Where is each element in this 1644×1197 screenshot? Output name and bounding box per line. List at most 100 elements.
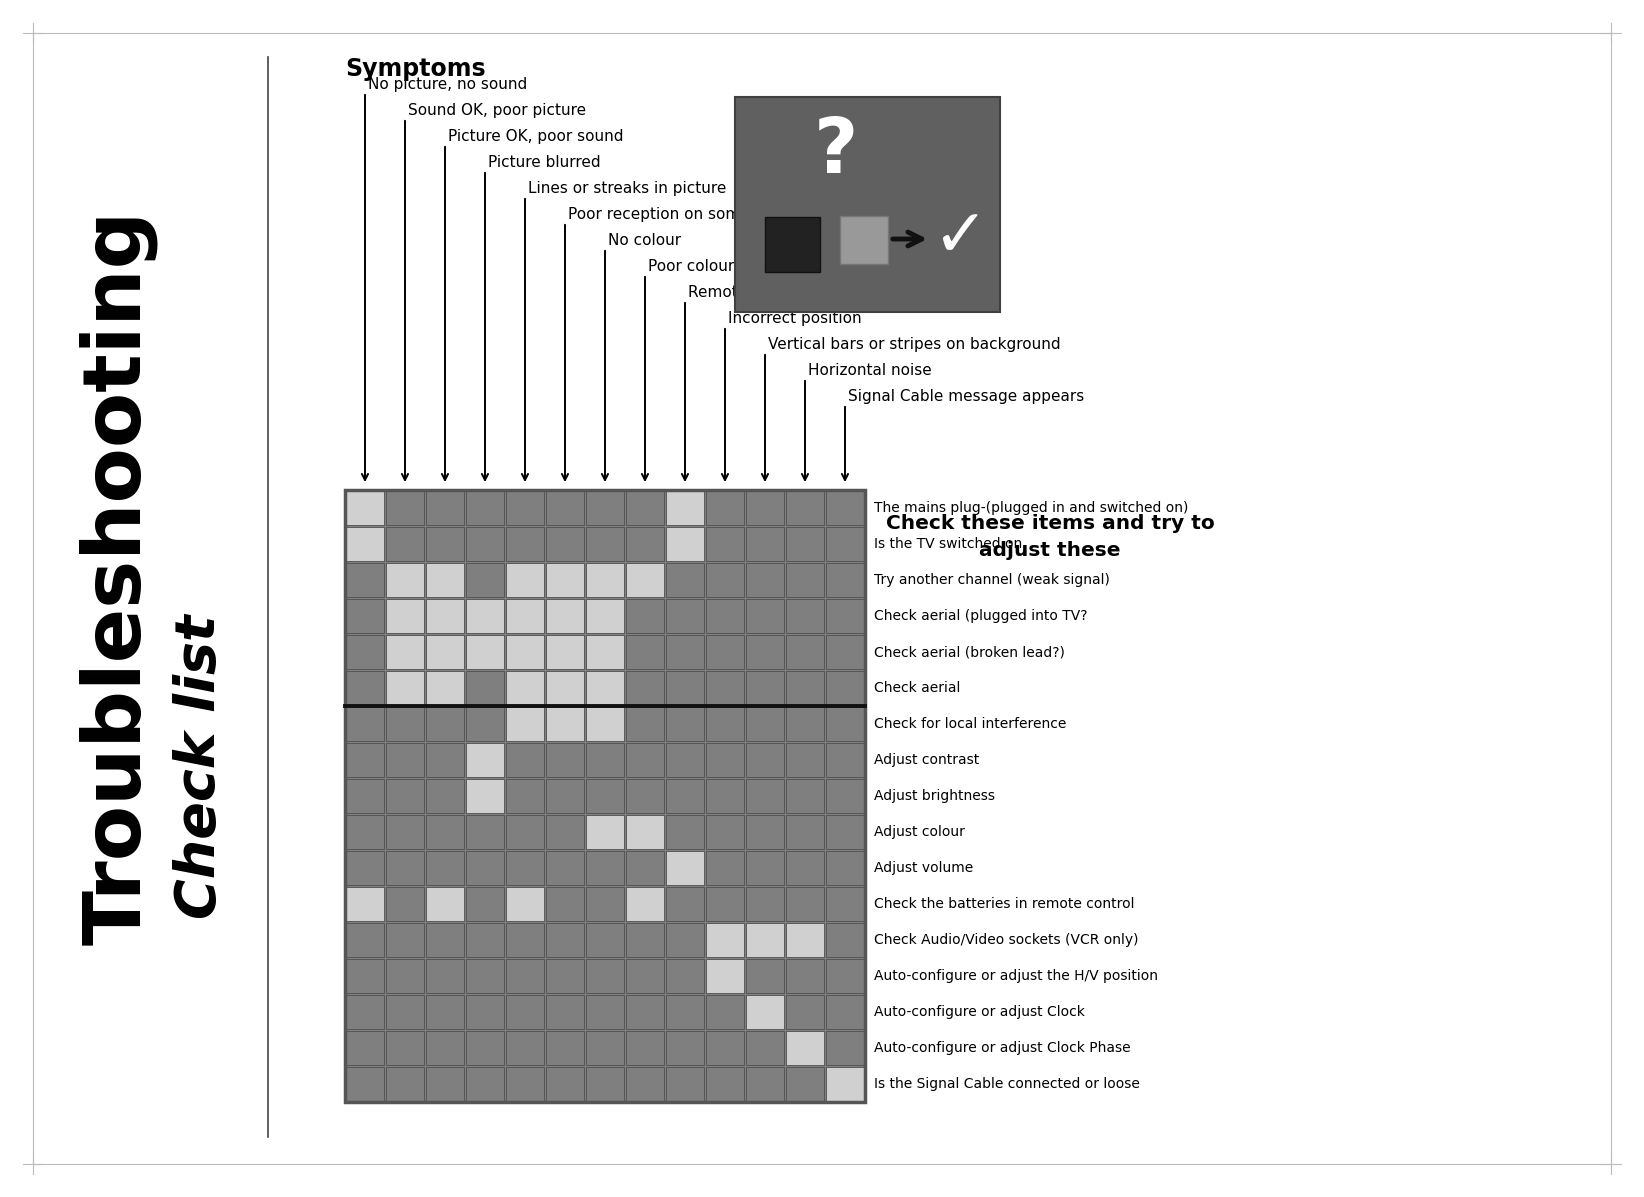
Bar bbox=[666, 1031, 704, 1065]
Bar bbox=[666, 670, 704, 705]
Bar bbox=[786, 743, 824, 777]
Text: Check the batteries in remote control: Check the batteries in remote control bbox=[875, 897, 1134, 911]
Bar bbox=[705, 923, 745, 958]
Bar bbox=[345, 779, 385, 813]
Bar bbox=[506, 815, 544, 849]
Bar bbox=[786, 1067, 824, 1101]
Bar bbox=[666, 959, 704, 994]
Text: Poor reception on some channels: Poor reception on some channels bbox=[567, 207, 824, 221]
Bar bbox=[426, 995, 464, 1029]
Bar bbox=[626, 887, 664, 922]
Bar bbox=[746, 815, 784, 849]
Text: Picture OK, poor sound: Picture OK, poor sound bbox=[449, 129, 623, 144]
Bar bbox=[386, 887, 424, 922]
Bar bbox=[786, 959, 824, 994]
Bar bbox=[705, 743, 745, 777]
Bar bbox=[705, 779, 745, 813]
Bar bbox=[825, 887, 865, 922]
Bar bbox=[426, 851, 464, 886]
Bar bbox=[546, 527, 584, 561]
Bar bbox=[585, 779, 625, 813]
Bar bbox=[746, 634, 784, 669]
Bar bbox=[506, 563, 544, 597]
Bar bbox=[786, 923, 824, 958]
Bar bbox=[825, 670, 865, 705]
Bar bbox=[786, 1031, 824, 1065]
Text: Check for local interference: Check for local interference bbox=[875, 717, 1067, 731]
Bar bbox=[506, 491, 544, 525]
Bar bbox=[345, 490, 865, 1102]
Bar bbox=[626, 851, 664, 886]
Bar bbox=[506, 634, 544, 669]
Bar bbox=[666, 887, 704, 922]
Bar bbox=[825, 923, 865, 958]
Bar bbox=[345, 851, 385, 886]
Text: Check aerial: Check aerial bbox=[875, 681, 960, 695]
Bar bbox=[746, 598, 784, 633]
Bar bbox=[626, 527, 664, 561]
Bar bbox=[786, 779, 824, 813]
Bar bbox=[626, 779, 664, 813]
Bar bbox=[746, 670, 784, 705]
Bar bbox=[666, 1067, 704, 1101]
Bar bbox=[585, 527, 625, 561]
Text: Troubleshooting: Troubleshooting bbox=[79, 209, 158, 944]
Text: Check Audio/Video sockets (VCR only): Check Audio/Video sockets (VCR only) bbox=[875, 932, 1139, 947]
Bar bbox=[546, 598, 584, 633]
Bar bbox=[626, 670, 664, 705]
Bar bbox=[746, 1067, 784, 1101]
Bar bbox=[506, 779, 544, 813]
Bar bbox=[465, 923, 505, 958]
Text: No colour: No colour bbox=[608, 233, 681, 248]
Bar bbox=[746, 851, 784, 886]
Text: Signal Cable message appears: Signal Cable message appears bbox=[848, 389, 1085, 405]
Bar bbox=[585, 995, 625, 1029]
Bar bbox=[746, 995, 784, 1029]
Text: Check list: Check list bbox=[173, 615, 227, 919]
Bar bbox=[386, 779, 424, 813]
Bar bbox=[626, 634, 664, 669]
Bar bbox=[465, 779, 505, 813]
Bar bbox=[626, 815, 664, 849]
Bar bbox=[386, 995, 424, 1029]
Bar bbox=[426, 779, 464, 813]
Bar bbox=[666, 598, 704, 633]
Bar bbox=[825, 851, 865, 886]
Bar bbox=[546, 563, 584, 597]
Bar bbox=[506, 923, 544, 958]
Bar bbox=[345, 959, 385, 994]
Bar bbox=[426, 563, 464, 597]
Text: Incorrect position: Incorrect position bbox=[728, 311, 861, 326]
Bar bbox=[546, 851, 584, 886]
Bar bbox=[386, 563, 424, 597]
Text: Adjust contrast: Adjust contrast bbox=[875, 753, 980, 767]
Bar bbox=[786, 995, 824, 1029]
Bar bbox=[585, 670, 625, 705]
Bar bbox=[746, 887, 784, 922]
Text: Try another channel (weak signal): Try another channel (weak signal) bbox=[875, 573, 1110, 587]
Text: Vertical bars or stripes on background: Vertical bars or stripes on background bbox=[768, 338, 1060, 352]
Bar bbox=[345, 563, 385, 597]
Bar bbox=[585, 563, 625, 597]
Bar bbox=[546, 670, 584, 705]
Bar bbox=[666, 706, 704, 741]
Bar bbox=[345, 670, 385, 705]
Text: Is the TV switched on: Is the TV switched on bbox=[875, 537, 1023, 551]
Text: Adjust colour: Adjust colour bbox=[875, 825, 965, 839]
Bar bbox=[426, 923, 464, 958]
Bar bbox=[840, 215, 888, 265]
Bar bbox=[705, 887, 745, 922]
Text: Sound OK, poor picture: Sound OK, poor picture bbox=[408, 103, 587, 119]
Bar bbox=[585, 887, 625, 922]
Bar bbox=[506, 1067, 544, 1101]
Bar bbox=[546, 923, 584, 958]
Bar bbox=[585, 815, 625, 849]
Bar bbox=[546, 1031, 584, 1065]
Bar bbox=[705, 1067, 745, 1101]
Bar bbox=[386, 851, 424, 886]
Bar bbox=[666, 491, 704, 525]
Bar bbox=[465, 995, 505, 1029]
Bar bbox=[345, 634, 385, 669]
Bar bbox=[426, 959, 464, 994]
Bar bbox=[666, 923, 704, 958]
